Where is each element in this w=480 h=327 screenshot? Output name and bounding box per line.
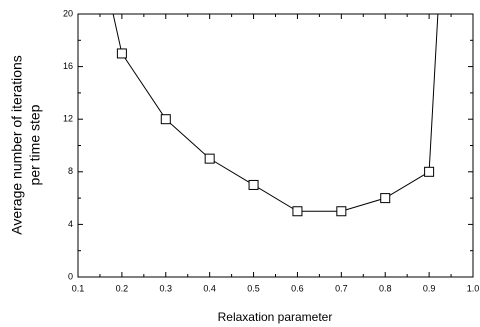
x-tick-label: 0.6 [291, 283, 304, 293]
y-axis-title-line: per time step [27, 104, 43, 185]
x-tick-label: 0.1 [72, 283, 85, 293]
x-tick-label: 0.9 [423, 283, 436, 293]
point-marker [424, 166, 435, 177]
x-tick-label: 0.3 [160, 283, 173, 293]
point-marker [116, 48, 127, 59]
x-tick-label: 0.7 [335, 283, 348, 293]
x-axis-title: Relaxation parameter [218, 310, 333, 324]
point-marker [336, 206, 347, 217]
point-marker [160, 114, 171, 125]
point-marker [204, 153, 215, 164]
x-tick-label: 0.2 [116, 283, 129, 293]
series-line [112, 13, 439, 212]
y-tick-label: 8 [68, 166, 73, 176]
x-tick-label: 0.5 [247, 283, 260, 293]
point-marker [248, 179, 259, 190]
y-axis-title: Average number of iterations per time st… [9, 55, 43, 235]
plot-frame [77, 13, 474, 278]
y-tick-label: 4 [68, 219, 73, 229]
x-tick-label: 0.4 [203, 283, 216, 293]
x-tick-label: 1.0 [467, 283, 480, 293]
x-tick-label: 0.8 [379, 283, 392, 293]
point-marker [292, 206, 303, 217]
y-tick-label: 20 [63, 8, 73, 18]
y-tick-label: 0 [68, 271, 73, 281]
y-tick-label: 12 [63, 114, 73, 124]
point-marker [380, 193, 391, 204]
y-tick-label: 16 [63, 61, 73, 71]
y-axis-title-line: Average number of iterations [9, 55, 25, 235]
